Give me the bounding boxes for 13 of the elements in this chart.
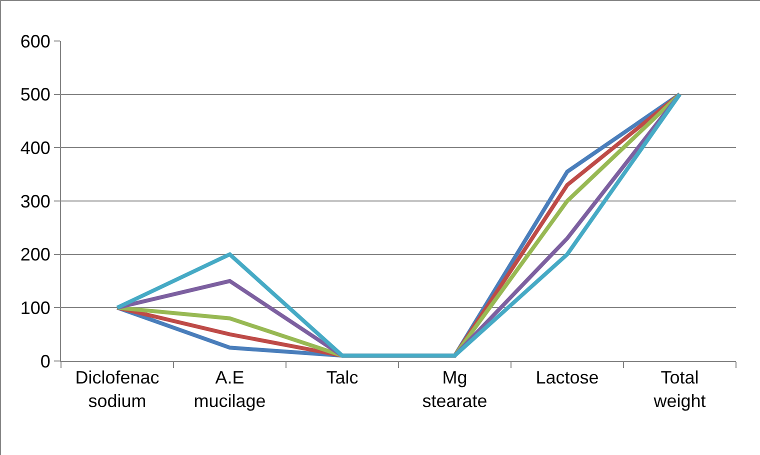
- x-tick-label: Lactose: [536, 368, 599, 388]
- x-tick-label: Mg stearate: [422, 368, 488, 411]
- y-tick-label: 100: [20, 298, 50, 318]
- y-tick-label: 500: [20, 84, 50, 105]
- x-tick-label: Talc: [326, 368, 358, 388]
- x-tick-label: Total weight: [652, 368, 706, 411]
- y-tick-label: 200: [20, 244, 50, 265]
- y-tick-label: 300: [20, 191, 50, 212]
- x-tick-label: A.E mucilage: [194, 368, 266, 411]
- y-tick-label: 600: [20, 31, 50, 52]
- y-tick-label: 0: [40, 351, 50, 372]
- x-tick-label: Diclofenac sodium: [75, 368, 160, 411]
- y-tick-label: 400: [20, 138, 50, 158]
